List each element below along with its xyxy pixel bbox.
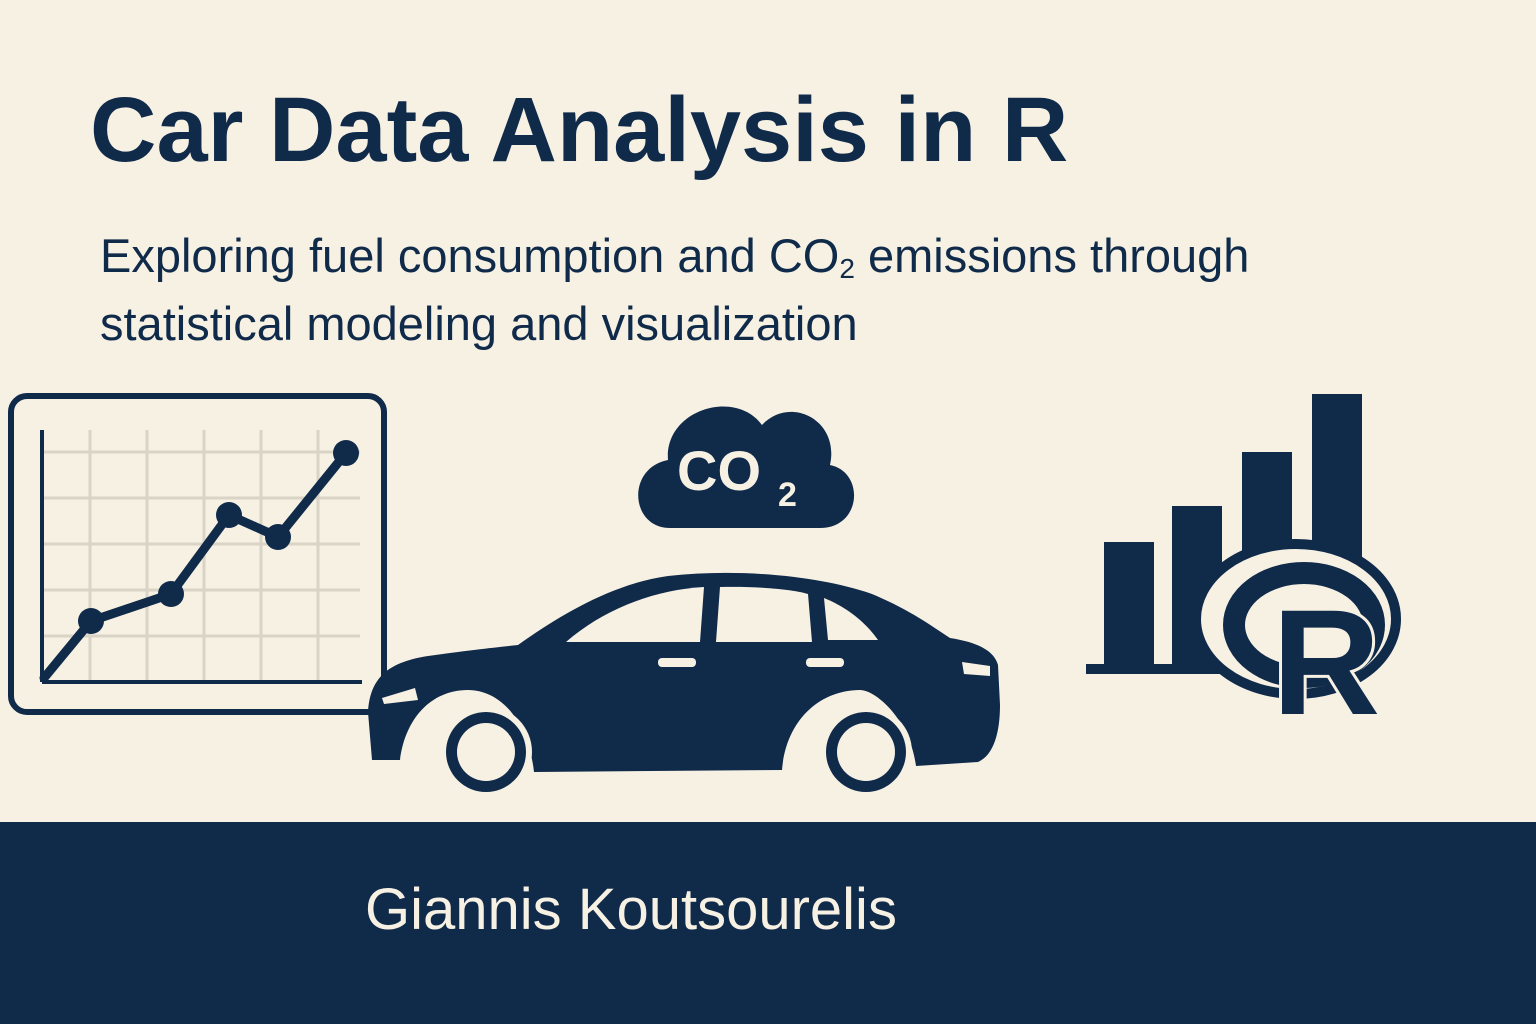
cloud-label-co: CO bbox=[677, 439, 761, 502]
r-logo-letter: R bbox=[1272, 578, 1380, 746]
subtitle-subscript: 2 bbox=[839, 253, 855, 284]
page-title: Car Data Analysis in R bbox=[90, 79, 1069, 181]
car-icon bbox=[368, 572, 1000, 798]
line-chart-icon bbox=[8, 393, 387, 715]
subtitle-line2: statistical modeling and visualization bbox=[100, 297, 858, 350]
footer-banner bbox=[0, 822, 1536, 1024]
page-subtitle: Exploring fuel consumption and CO2 emiss… bbox=[100, 222, 1480, 358]
r-logo-icon: R bbox=[1191, 539, 1401, 749]
author-name: Giannis Koutsourelis bbox=[365, 877, 897, 942]
co2-cloud-icon: CO 2 bbox=[638, 406, 855, 528]
cloud-label-sub: 2 bbox=[778, 476, 797, 514]
subtitle-line1-end: emissions through bbox=[854, 229, 1250, 282]
subtitle-line1-start: Exploring fuel consumption and CO bbox=[100, 229, 840, 282]
